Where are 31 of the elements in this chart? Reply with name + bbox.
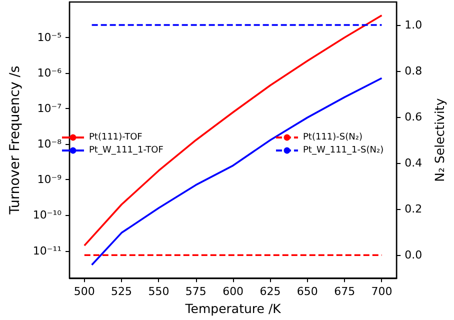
x-tick-label: 650 bbox=[296, 285, 318, 298]
y-tick-label: 10⁻⁸ bbox=[37, 138, 62, 151]
x-tick-label: 675 bbox=[334, 285, 356, 298]
legend-label: Pt_W_111_1-TOF bbox=[89, 146, 164, 156]
x-tick-label: 500 bbox=[74, 285, 95, 298]
x-tick-label: 700 bbox=[371, 285, 392, 298]
y2-tick-label: 0.0 bbox=[404, 248, 422, 262]
y-tick-label: 10⁻¹⁰ bbox=[32, 208, 62, 222]
x-tick-label: 575 bbox=[185, 285, 206, 298]
x-tick-label: 525 bbox=[111, 285, 132, 298]
y2-tick-label: 0.8 bbox=[404, 64, 422, 78]
line-series bbox=[83, 14, 383, 246]
legend-label: Pt(111)-S(N₂) bbox=[303, 132, 362, 142]
y2-tick-label: 1.0 bbox=[404, 18, 422, 32]
y2-axis-title: N₂ Selectivity bbox=[432, 98, 447, 182]
y-axis-title: Turnover Frequency /s bbox=[7, 66, 23, 216]
x-tick-label: 625 bbox=[260, 285, 281, 298]
y-tick-label: 10⁻¹¹ bbox=[32, 244, 62, 258]
y2-tick-label: 0.2 bbox=[404, 202, 422, 216]
x-tick-label: 600 bbox=[222, 285, 244, 298]
y-tick-label: 10⁻⁷ bbox=[37, 102, 62, 116]
y2-tick-label: 0.6 bbox=[404, 110, 422, 124]
y-tick-label: 10⁻⁹ bbox=[37, 173, 62, 186]
y2-tick-label: 0.4 bbox=[404, 156, 422, 170]
line-series bbox=[90, 77, 383, 266]
legend-label: Pt_W_111_1-S(N₂) bbox=[303, 146, 384, 156]
x-tick-label: 550 bbox=[148, 285, 170, 298]
y-tick-label: 10⁻⁵ bbox=[37, 31, 62, 44]
x-axis-title: Temperature /K bbox=[184, 301, 282, 316]
legend-label: Pt(111)-TOF bbox=[89, 132, 142, 142]
y-tick-label: 10⁻⁶ bbox=[37, 66, 62, 80]
